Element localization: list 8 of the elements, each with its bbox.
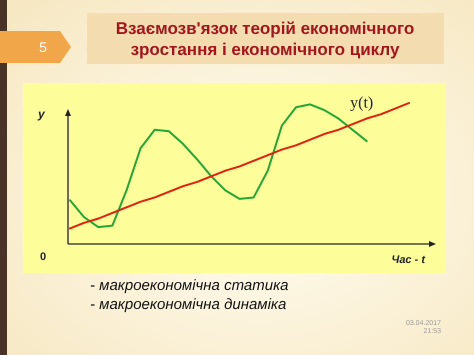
series-label: y(t): [350, 94, 374, 112]
x-axis-title: Час - t: [392, 254, 426, 266]
chart-title: Взаємозв'язок теорій економічного зростання і економічного циклу: [116, 19, 414, 59]
y-axis-title: y: [37, 107, 46, 121]
text: 0: [40, 251, 46, 263]
text: - макроекономічна динаміка: [90, 296, 286, 313]
text: - макроекономічна статика: [90, 277, 288, 294]
text: 5: [39, 39, 48, 55]
